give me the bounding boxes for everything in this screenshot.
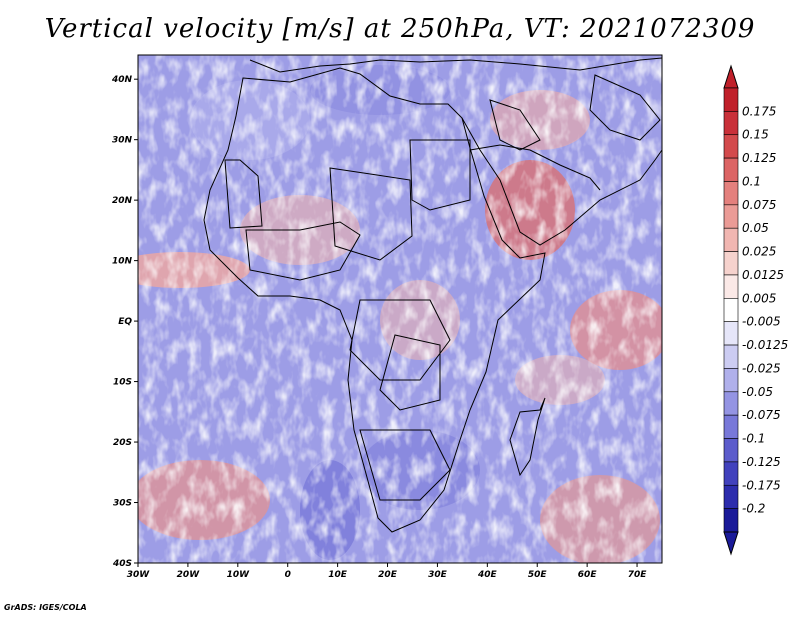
colorbar-bin — [723, 321, 739, 346]
colorbar-label: 0.005 — [742, 291, 776, 305]
lon-label: 50E — [528, 570, 548, 580]
colorbar-bin — [723, 414, 739, 439]
lon-label: 40E — [477, 570, 498, 580]
lat-label: 30S — [113, 499, 132, 509]
lat-label: 40S — [112, 559, 132, 569]
colorbar-bin — [723, 391, 739, 416]
colorbar-label: 0.075 — [742, 198, 776, 212]
colorbar-bin — [723, 344, 739, 369]
lon-label: 60E — [578, 570, 598, 580]
colorbar: 0.175 0.15 0.125 0.1 0.075 0.05 0.025 0.0125 0.0… — [723, 64, 788, 556]
lat-label: EQ — [118, 317, 132, 327]
lon-label: 20E — [378, 570, 398, 580]
lon-label: 70E — [628, 570, 648, 580]
colorbar-bin — [723, 134, 739, 159]
longitude-axis: 30W 20W 10W 0 10E 20E 30E 40E 50E 60E 70E — [127, 563, 647, 580]
colorbar-bin — [723, 181, 739, 206]
colorbar-top-arrow — [723, 64, 739, 89]
lat-label: 20N — [112, 196, 133, 206]
colorbar-label: -0.125 — [742, 455, 781, 469]
colorbar-label: -0.025 — [742, 361, 781, 375]
colorbar-bin — [723, 157, 739, 182]
lon-label: 30E — [428, 570, 448, 580]
lat-label: 10S — [113, 378, 132, 388]
colorbar-bin — [723, 438, 739, 463]
colorbar-label: -0.05 — [742, 385, 773, 399]
lat-label: 10N — [112, 257, 133, 267]
lat-label: 20S — [113, 438, 132, 448]
colorbar-label: -0.075 — [742, 408, 781, 422]
colorbar-bin — [723, 298, 739, 322]
colorbar-bin — [723, 274, 739, 299]
colorbar-bin — [723, 461, 739, 486]
coastlines-borders — [203, 57, 662, 533]
colorbar-label: 0.15 — [742, 128, 769, 142]
grads-credit: GrADS: IGES/COLA — [4, 603, 87, 612]
colorbar-bin — [723, 508, 739, 533]
colorbar-bin — [723, 111, 739, 136]
lon-label: 10W — [227, 570, 251, 580]
colorbar-label: -0.2 — [742, 502, 765, 516]
colorbar-bin — [723, 251, 739, 276]
lon-label: 20W — [177, 570, 201, 580]
colorbar-label: -0.175 — [742, 478, 781, 492]
map-title: Vertical velocity [m/s] at 250hPa, VT: 2… — [44, 14, 756, 44]
colorbar-label: 0.025 — [742, 245, 776, 259]
colorbar-label: 0.125 — [742, 151, 776, 165]
lat-label: 40N — [111, 75, 133, 85]
colorbar-bottom-arrow — [723, 531, 739, 556]
colorbar-bin — [723, 87, 739, 112]
colorbar-label: 0.1 — [742, 174, 761, 188]
colorbar-label: 0.175 — [742, 104, 776, 118]
colorbar-label: -0.005 — [742, 315, 781, 329]
lat-label: 30N — [112, 136, 133, 146]
colorbar-bin — [723, 227, 739, 252]
colorbar-label: 0.0125 — [742, 268, 784, 282]
map-frame — [137, 54, 663, 564]
lon-label: 10E — [328, 570, 348, 580]
latitude-axis: 40N 30N 20N 10N EQ 10S 20S 30S 40S — [111, 75, 138, 569]
colorbar-bin — [723, 484, 739, 509]
colorbar-label: -0.1 — [742, 432, 765, 446]
colorbar-bin — [723, 368, 739, 393]
colorbar-label: 0.05 — [742, 221, 769, 235]
velocity-field — [138, 55, 662, 563]
colorbar-bin — [723, 204, 739, 229]
colorbar-label: -0.0125 — [742, 338, 788, 352]
lon-label: 30W — [127, 570, 151, 580]
lon-label: 0 — [285, 570, 291, 580]
